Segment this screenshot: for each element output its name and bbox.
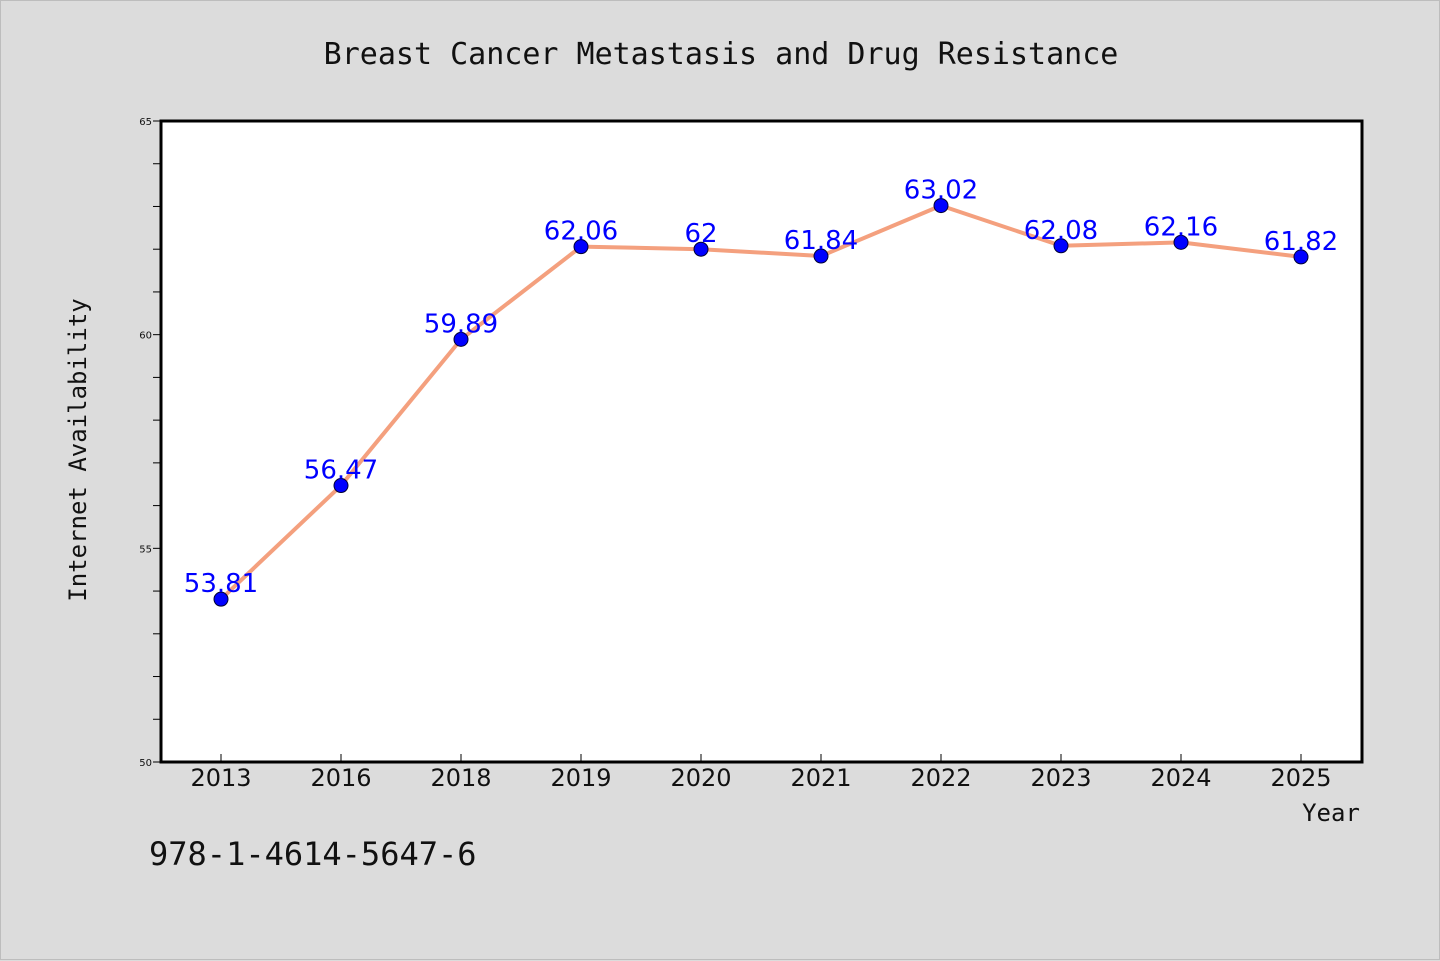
data-label: 63.02 xyxy=(904,176,978,206)
x-tick-label: 2019 xyxy=(550,764,611,792)
data-label: 61.84 xyxy=(784,226,858,256)
chart-title: Breast Cancer Metastasis and Drug Resist… xyxy=(324,37,1119,72)
y-axis: 50 55 60 65 xyxy=(139,117,161,769)
data-point xyxy=(573,239,589,255)
x-tick-label: 2022 xyxy=(910,764,971,792)
data-point xyxy=(1173,234,1189,250)
data-label: 56.47 xyxy=(304,456,378,486)
data-point xyxy=(693,241,709,257)
x-tick-label: 2018 xyxy=(430,764,491,792)
x-tick-label: 2025 xyxy=(1270,764,1331,792)
data-label: 62 xyxy=(684,219,717,249)
x-axis: 2013 2016 2018 2019 2020 2021 2022 2023 2024 2025 xyxy=(190,754,1332,792)
x-tick-label: 2020 xyxy=(670,764,731,792)
series-layer xyxy=(213,198,1309,607)
data-point xyxy=(813,248,829,264)
data-label: 62.16 xyxy=(1144,212,1218,242)
x-axis-label: Year xyxy=(1302,799,1360,827)
y-axis-label: Internet Availability xyxy=(64,298,92,601)
y-tick-label: 65 xyxy=(139,117,152,128)
x-tick-label: 2016 xyxy=(310,764,371,792)
y-tick-label: 60 xyxy=(139,331,152,342)
y-tick-label: 50 xyxy=(139,758,152,769)
data-label: 59.89 xyxy=(424,309,498,339)
x-tick-label: 2023 xyxy=(1030,764,1091,792)
data-point xyxy=(453,331,469,347)
data-labels: 53.81 56.47 59.89 62.06 62 61.84 63.02 62.08 62.… xyxy=(184,176,1338,600)
data-label: 61.82 xyxy=(1264,227,1338,257)
series-line xyxy=(219,203,1303,602)
data-label: 62.06 xyxy=(544,217,618,247)
x-tick-label: 2021 xyxy=(790,764,851,792)
data-label: 62.08 xyxy=(1024,216,1098,246)
footer-code: 978-1-4614-5647-6 xyxy=(149,835,477,873)
data-point xyxy=(933,198,949,214)
data-label: 53.81 xyxy=(184,569,258,599)
x-tick-label: 2013 xyxy=(190,764,251,792)
data-point xyxy=(1053,238,1069,254)
plot-area xyxy=(159,119,1364,764)
y-tick-label: 55 xyxy=(139,544,152,555)
data-point xyxy=(1293,249,1309,265)
data-point xyxy=(213,591,229,607)
data-point xyxy=(333,478,349,494)
x-tick-label: 2024 xyxy=(1150,764,1211,792)
